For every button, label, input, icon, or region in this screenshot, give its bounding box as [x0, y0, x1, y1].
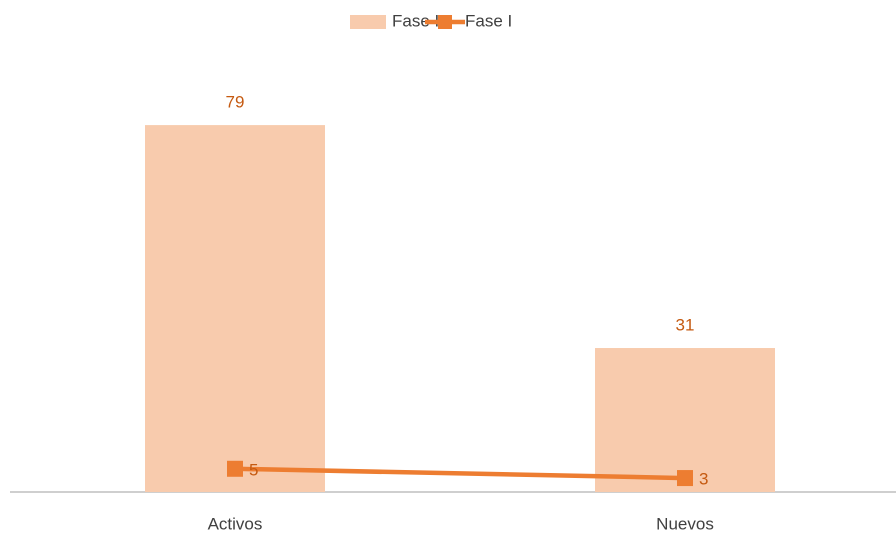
legend-label: Fase I — [465, 11, 512, 30]
legend-label: Fase II — [392, 11, 444, 30]
legend-swatch — [438, 15, 452, 29]
x-tick-label: Activos — [208, 514, 263, 533]
marker — [227, 460, 243, 477]
bar — [145, 125, 325, 492]
bar — [595, 348, 775, 492]
data-label: 31 — [676, 316, 695, 335]
legend-swatch — [350, 15, 386, 29]
line — [234, 466, 686, 481]
x-tick-label: Nuevos — [656, 514, 714, 533]
marker — [677, 470, 693, 487]
data-label: 3 — [699, 470, 708, 489]
data-label: 79 — [226, 93, 245, 112]
data-label: 5 — [249, 460, 258, 479]
